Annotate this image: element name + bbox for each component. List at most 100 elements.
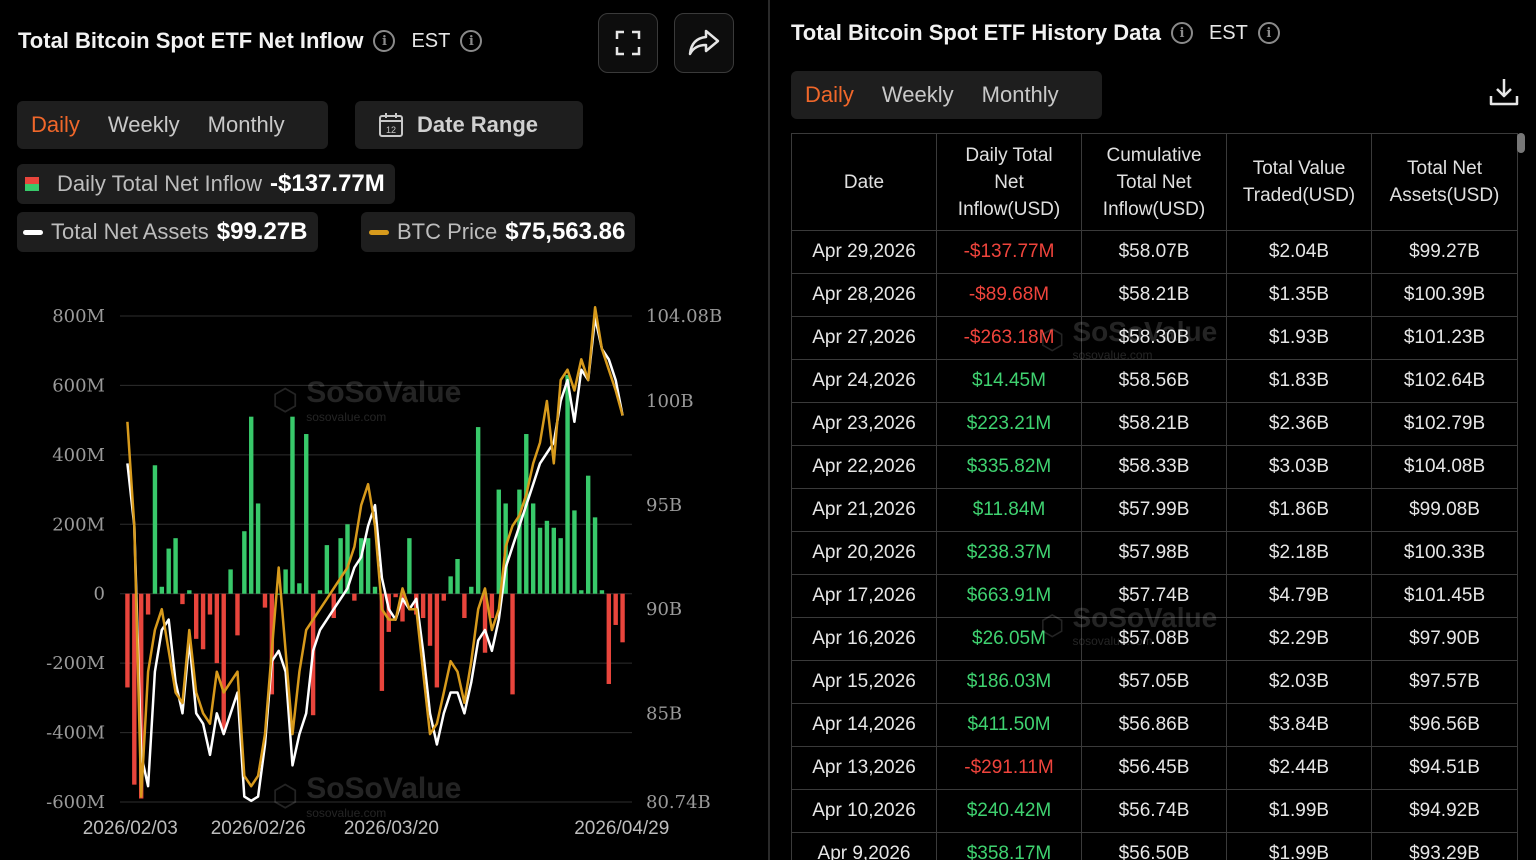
legend-assets[interactable]: Total Net Assets $99.27B — [17, 212, 318, 252]
cell-date: Apr 22,2026 — [791, 445, 937, 489]
inflow-bar — [475, 427, 481, 594]
inflow-chart[interactable]: 800M 600M 400M 200M 0 -200M -400M -600M 104.08B 1… — [0, 290, 768, 850]
watermark-table-top: ⬡ SoSoValue sosovalue.com — [1040, 316, 1217, 362]
watermark-name: SoSoValue — [1072, 602, 1218, 633]
table-scrollbar[interactable] — [1517, 133, 1525, 153]
legend-btc-value: $75,563.86 — [505, 218, 626, 245]
cell-date: Apr 15,2026 — [791, 660, 937, 704]
inflow-bar — [262, 593, 268, 608]
y-right-tick-label: 100B — [646, 391, 694, 412]
cell-net-assets: $102.64B — [1371, 359, 1518, 403]
inflow-bar — [496, 489, 501, 594]
cell-daily-inflow: $223.21M — [936, 402, 1082, 446]
y-right-tick-label: 104.08B — [646, 306, 722, 327]
cell-value-traded: $2.36B — [1226, 402, 1372, 446]
watermark-top: ⬡ SoSoValue sosovalue.com — [272, 376, 461, 424]
table-row[interactable]: Apr 23,2026 $223.21M $58.21B $2.36B $102.79B — [791, 402, 1518, 446]
tab-daily[interactable]: Daily — [31, 112, 80, 137]
table-row[interactable]: Apr 21,2026 $11.84M $57.99B $1.86B $99.08B — [791, 488, 1518, 532]
cell-value-traded: $1.93B — [1226, 316, 1372, 360]
inflow-bar — [207, 593, 213, 615]
table-row[interactable]: Apr 10,2026 $240.42M $56.74B $1.99B $94.92B — [791, 789, 1518, 833]
y-right-tick-label: 95B — [646, 495, 682, 516]
inflow-bar — [400, 593, 405, 622]
legend-btc[interactable]: BTC Price $75,563.86 — [361, 212, 636, 252]
cell-date: Apr 20,2026 — [791, 531, 937, 575]
table-row[interactable]: Apr 29,2026 -$137.77M $58.07B $2.04B $99.27B — [791, 230, 1518, 274]
inflow-bar — [276, 593, 281, 595]
share-icon — [688, 29, 720, 56]
col-value-traded[interactable]: Total Value Traded(USD) — [1226, 133, 1372, 231]
col-daily-inflow[interactable]: Daily Total Net Inflow(USD) — [936, 133, 1082, 231]
table-row[interactable]: Apr 14,2026 $411.50M $56.86B $3.84B $96.56B — [791, 703, 1518, 747]
inflow-bar — [455, 559, 460, 594]
cell-value-traded: $2.03B — [1226, 660, 1372, 704]
watermark-url: sosovalue.com — [1072, 634, 1153, 648]
legend-inflow[interactable]: Daily Total Net Inflow -$137.77M — [17, 164, 395, 204]
cell-cumulative-inflow: $58.21B — [1081, 273, 1227, 317]
info-icon[interactable]: i — [373, 30, 396, 52]
inflow-bar — [242, 531, 247, 594]
inflow-bar — [434, 593, 440, 688]
sosovalue-logo-icon: ⬡ — [1040, 323, 1065, 355]
inflow-bar — [606, 593, 612, 684]
y-right-tick-label: 80.74B — [646, 792, 711, 813]
date-range-label: Date Range — [417, 112, 539, 137]
cell-value-traded: $1.35B — [1226, 273, 1372, 317]
inflow-bar — [469, 586, 474, 594]
cell-value-traded: $3.84B — [1226, 703, 1372, 747]
cell-cumulative-inflow: $58.21B — [1081, 402, 1227, 446]
inflow-bar — [331, 593, 336, 619]
y-left-tick-label: 800M — [52, 306, 105, 327]
table-row[interactable]: Apr 9,2026 $358.17M $56.50B $1.99B $93.29B — [791, 832, 1518, 860]
timezone-info-icon[interactable]: i — [460, 30, 483, 52]
col-net-assets[interactable]: Total Net Assets(USD) — [1371, 133, 1518, 231]
share-button[interactable] — [674, 13, 734, 73]
inflow-bar — [228, 569, 233, 594]
table-row[interactable]: Apr 27,2026 -$263.18M $58.30B $1.93B $101.23… — [791, 316, 1518, 360]
date-range-button[interactable]: 12 Date Range — [355, 101, 583, 149]
cell-cumulative-inflow: $58.33B — [1081, 445, 1227, 489]
table-row[interactable]: Apr 20,2026 $238.37M $57.98B $2.18B $100.33B — [791, 531, 1518, 575]
cell-daily-inflow: $335.82M — [936, 445, 1082, 489]
history-period-tabs: Daily Weekly Monthly — [791, 71, 1102, 119]
sosovalue-logo-icon: ⬡ — [272, 779, 299, 813]
btc-price-line — [126, 306, 624, 798]
inflow-bar — [125, 593, 130, 688]
cell-date: Apr 9,2026 — [791, 832, 937, 860]
table-row[interactable]: Apr 22,2026 $335.82M $58.33B $3.03B $104.08B — [791, 445, 1518, 489]
inflow-bar — [214, 593, 220, 664]
table-row[interactable]: Apr 13,2026 -$291.11M $56.45B $2.44B $94.51B — [791, 746, 1518, 790]
inflow-bar — [159, 586, 165, 594]
x-tick-label: 2026/02/03 — [83, 818, 178, 839]
table-row[interactable]: Apr 28,2026 -$89.68M $58.21B $1.35B $100.39B — [791, 273, 1518, 317]
watermark-bottom: ⬡ SoSoValue sosovalue.com — [272, 772, 461, 820]
cell-date: Apr 14,2026 — [791, 703, 937, 747]
tab-daily[interactable]: Daily — [805, 82, 854, 107]
tab-monthly[interactable]: Monthly — [207, 112, 285, 137]
cell-daily-inflow: $26.05M — [936, 617, 1082, 661]
inflow-bar — [365, 538, 371, 594]
inflow-bar — [551, 527, 556, 594]
calendar-icon: 12 — [379, 113, 403, 137]
table-row[interactable]: Apr 15,2026 $186.03M $57.05B $2.03B $97.57B — [791, 660, 1518, 704]
history-panel: Total Bitcoin Spot ETF History Data i ES… — [770, 0, 1536, 860]
cell-date: Apr 29,2026 — [791, 230, 937, 274]
col-date[interactable]: Date — [791, 133, 937, 231]
cell-net-assets: $94.51B — [1371, 746, 1518, 790]
legend-btc-label: BTC Price — [397, 219, 498, 244]
tab-weekly[interactable]: Weekly — [107, 112, 180, 137]
table-row[interactable]: Apr 16,2026 $26.05M $57.08B $2.29B $97.90B — [791, 617, 1518, 661]
chart-title-row: Total Bitcoin Spot ETF Net Inflow i EST … — [18, 28, 483, 54]
tab-weekly[interactable]: Weekly — [881, 82, 954, 107]
inflow-legend-swatch — [25, 177, 39, 191]
timezone-info-icon[interactable]: i — [1257, 22, 1280, 44]
inflow-bar — [290, 416, 295, 594]
fullscreen-button[interactable] — [598, 13, 658, 73]
info-icon[interactable]: i — [1170, 22, 1193, 44]
table-row[interactable]: Apr 24,2026 $14.45M $58.56B $1.83B $102.64B — [791, 359, 1518, 403]
cell-cumulative-inflow: $58.56B — [1081, 359, 1227, 403]
download-icon[interactable] — [1488, 76, 1520, 108]
col-cumulative-inflow[interactable]: Cumulative Total Net Inflow(USD) — [1081, 133, 1227, 231]
tab-monthly[interactable]: Monthly — [981, 82, 1059, 107]
